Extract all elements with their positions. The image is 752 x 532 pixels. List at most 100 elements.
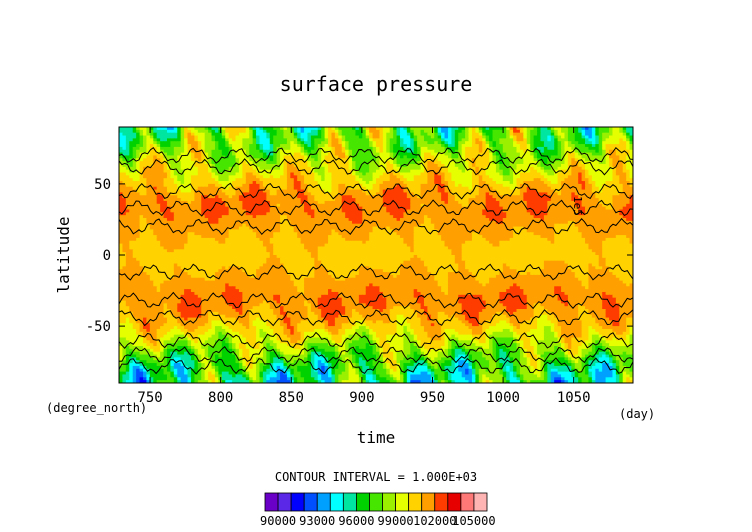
field-cell — [489, 169, 494, 174]
field-cell — [146, 132, 151, 137]
field-cell — [571, 144, 576, 148]
field-cell — [564, 152, 569, 157]
field-cell — [204, 200, 209, 205]
field-cell — [358, 181, 363, 185]
field-cell — [252, 138, 257, 142]
field-cell — [519, 166, 524, 171]
field-cell — [413, 178, 418, 182]
field-cell — [406, 166, 411, 171]
field-cell — [122, 189, 127, 194]
field-cell — [478, 186, 483, 191]
field-cell — [444, 129, 449, 134]
field-cell — [190, 192, 195, 196]
field-cell — [434, 178, 439, 182]
field-cell — [228, 141, 233, 145]
field-cell — [166, 132, 171, 137]
field-cell — [602, 192, 607, 196]
field-cell — [300, 152, 305, 157]
field-cell — [454, 132, 459, 137]
field-cell — [208, 212, 213, 216]
field-cell — [485, 186, 490, 191]
field-cell — [232, 178, 237, 182]
field-cell — [376, 203, 381, 208]
field-cell — [283, 186, 288, 191]
field-cell — [396, 178, 401, 182]
field-cell — [177, 161, 182, 165]
field-cell — [454, 183, 459, 188]
field-cell — [396, 209, 401, 213]
field-cell — [139, 178, 144, 182]
field-cell — [139, 186, 144, 191]
field-cell — [125, 215, 130, 219]
field-cell — [444, 141, 449, 145]
field-cell — [276, 215, 281, 219]
field-cell — [331, 149, 336, 154]
field-cell — [550, 212, 555, 216]
field-cell — [595, 149, 600, 154]
field-cell — [585, 132, 590, 137]
field-cell — [605, 163, 610, 168]
field-cell — [297, 178, 302, 182]
field-cell — [372, 161, 377, 165]
field-cell — [447, 218, 452, 222]
field-cell — [619, 132, 624, 137]
field-cell — [129, 192, 134, 196]
field-cell — [588, 218, 593, 222]
field-cell — [245, 158, 250, 162]
field-cell — [262, 209, 267, 213]
field-cell — [273, 189, 278, 194]
field-cell — [204, 198, 209, 202]
field-cell — [173, 138, 178, 142]
field-cell — [465, 166, 470, 171]
field-cell — [122, 175, 127, 179]
field-cell — [513, 192, 518, 196]
field-cell — [338, 155, 343, 159]
field-cell — [516, 132, 521, 137]
field-cell — [297, 163, 302, 168]
field-cell — [221, 183, 226, 188]
field-cell — [362, 200, 367, 205]
field-cell — [328, 200, 333, 205]
field-cell — [122, 172, 127, 176]
field-cell — [533, 181, 538, 185]
field-cell — [369, 166, 374, 171]
field-cell — [376, 195, 381, 199]
field-cell — [389, 218, 394, 222]
field-cell — [434, 169, 439, 174]
field-cell — [619, 163, 624, 168]
field-cell — [588, 144, 593, 148]
field-cell — [598, 218, 603, 222]
field-cell — [269, 149, 274, 154]
field-cell — [540, 175, 545, 179]
field-cell — [235, 135, 240, 139]
field-cell — [609, 181, 614, 185]
field-cell — [352, 206, 357, 211]
field-cell — [612, 135, 617, 139]
field-cell — [352, 129, 357, 134]
field-cell — [622, 186, 627, 191]
field-cell — [434, 149, 439, 154]
field-cell — [619, 183, 624, 188]
field-cell — [393, 158, 398, 162]
field-cell — [310, 149, 315, 154]
field-cell — [406, 209, 411, 213]
field-cell — [149, 172, 154, 176]
field-cell — [214, 129, 219, 134]
field-cell — [434, 163, 439, 168]
field-cell — [609, 178, 614, 182]
field-cell — [458, 192, 463, 196]
field-cell — [232, 200, 237, 205]
field-cell — [413, 138, 418, 142]
field-cell — [598, 172, 603, 176]
field-cell — [543, 183, 548, 188]
field-cell — [509, 215, 514, 219]
field-cell — [245, 215, 250, 219]
field-cell — [245, 200, 250, 205]
field-cell — [355, 158, 360, 162]
field-cell — [499, 146, 504, 151]
field-cell — [451, 198, 456, 202]
field-cell — [334, 200, 339, 205]
field-cell — [211, 215, 216, 219]
field-cell — [345, 152, 350, 157]
field-cell — [321, 161, 326, 165]
